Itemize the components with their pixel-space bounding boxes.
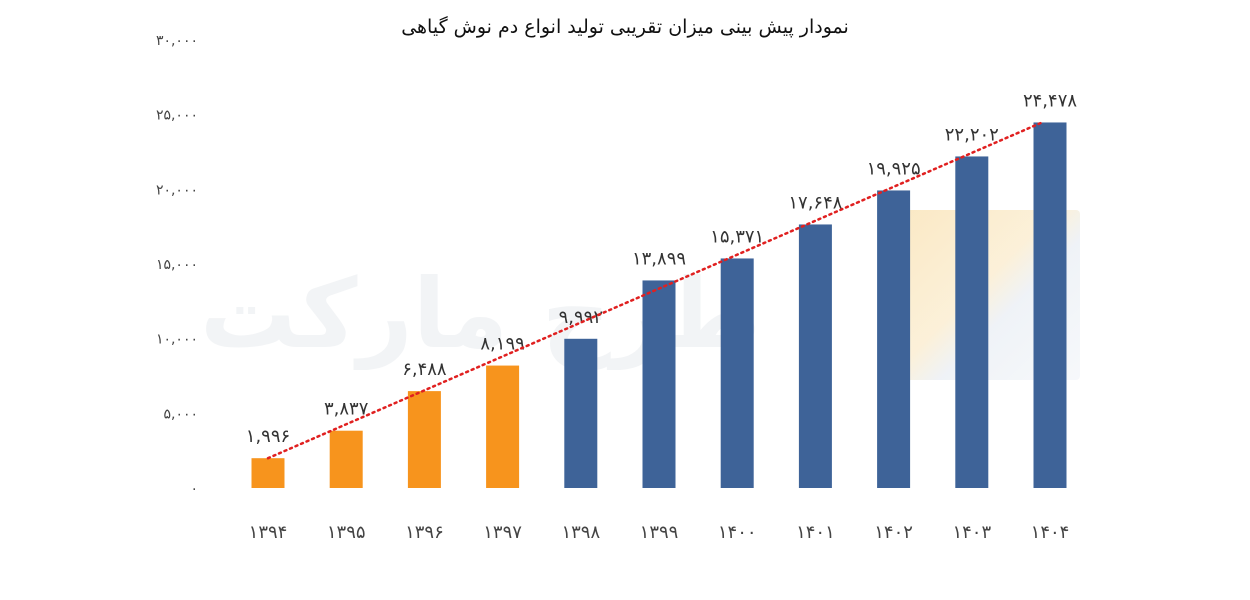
x-tick-label: ۱۳۹۴ bbox=[249, 522, 288, 543]
data-label: ۳,۸۳۷ bbox=[324, 399, 369, 420]
y-tick-label: ۲۰,۰۰۰ bbox=[156, 182, 198, 198]
bar bbox=[564, 338, 598, 488]
bar bbox=[642, 280, 676, 488]
x-tick-label: ۱۴۰۱ bbox=[796, 522, 835, 543]
bar bbox=[1033, 122, 1067, 489]
data-label: ۶,۴۸۸ bbox=[402, 359, 447, 380]
data-label: ۹,۹۹۲ bbox=[559, 307, 603, 328]
x-tick-label: ۱۴۰۰ bbox=[718, 522, 757, 543]
trendline-path bbox=[266, 121, 1044, 460]
data-label: ۱,۹۹۶ bbox=[246, 426, 290, 447]
data-label: ۲۲,۲۰۲ bbox=[945, 124, 999, 145]
y-tick-label: ۵,۰۰۰ bbox=[163, 406, 198, 422]
y-tick-label: ۰ bbox=[190, 481, 198, 497]
bar bbox=[486, 365, 520, 488]
trendline bbox=[266, 121, 1044, 460]
x-tick-label: ۱۴۰۲ bbox=[874, 522, 913, 543]
x-tick-label: ۱۳۹۶ bbox=[405, 522, 444, 543]
x-tick-label: ۱۴۰۴ bbox=[1031, 522, 1070, 543]
x-tick-label: ۱۳۹۵ bbox=[327, 522, 366, 543]
x-tick-label: ۱۳۹۸ bbox=[561, 522, 600, 543]
y-axis: ۰ ۵,۰۰۰ ۱۰,۰۰۰ ۱۵,۰۰۰ ۲۰,۰۰۰ ۲۵,۰۰۰ ۳۰,۰۰۰ bbox=[156, 33, 198, 497]
bar bbox=[720, 258, 754, 488]
bar bbox=[329, 430, 363, 488]
x-axis: ۱۳۹۴ ۱۳۹۵ ۱۳۹۶ ۱۳۹۷ ۱۳۹۸ ۱۳۹۹ ۱۴۰۰ ۱۴۰۱ ۱۴۰۲ ۱۴۰۳… bbox=[249, 522, 1070, 543]
y-tick-label: ۱۵,۰۰۰ bbox=[156, 257, 198, 273]
data-label: ۱۵,۳۷۱ bbox=[710, 226, 764, 247]
data-label: ۱۳,۸۹۹ bbox=[632, 248, 686, 269]
x-tick-label: ۱۳۹۷ bbox=[483, 522, 522, 543]
data-label: ۲۴,۴۷۸ bbox=[1023, 90, 1077, 111]
data-label: ۸,۱۹۹ bbox=[480, 334, 524, 355]
bar bbox=[955, 156, 989, 488]
bar bbox=[877, 190, 911, 488]
data-label: ۱۷,۶۴۸ bbox=[788, 192, 842, 213]
bar bbox=[798, 224, 832, 488]
chart-title: نمودار پیش بینی میزان تقریبی تولید انواع… bbox=[401, 16, 849, 38]
x-tick-label: ۱۳۹۹ bbox=[640, 522, 679, 543]
bars bbox=[251, 122, 1067, 489]
bar bbox=[407, 391, 441, 488]
y-tick-label: ۳۰,۰۰۰ bbox=[156, 33, 198, 49]
bar bbox=[251, 458, 285, 488]
y-tick-label: ۱۰,۰۰۰ bbox=[156, 332, 198, 348]
y-tick-label: ۲۵,۰۰۰ bbox=[156, 108, 198, 124]
x-tick-label: ۱۴۰۳ bbox=[952, 522, 991, 543]
value-labels: ۱,۹۹۶ ۳,۸۳۷ ۶,۴۸۸ ۸,۱۹۹ ۹,۹۹۲ ۱۳,۸۹۹ ۱۵,۳۷۱ ۱۷,… bbox=[246, 90, 1078, 447]
data-label: ۱۹,۹۲۵ bbox=[867, 158, 921, 179]
